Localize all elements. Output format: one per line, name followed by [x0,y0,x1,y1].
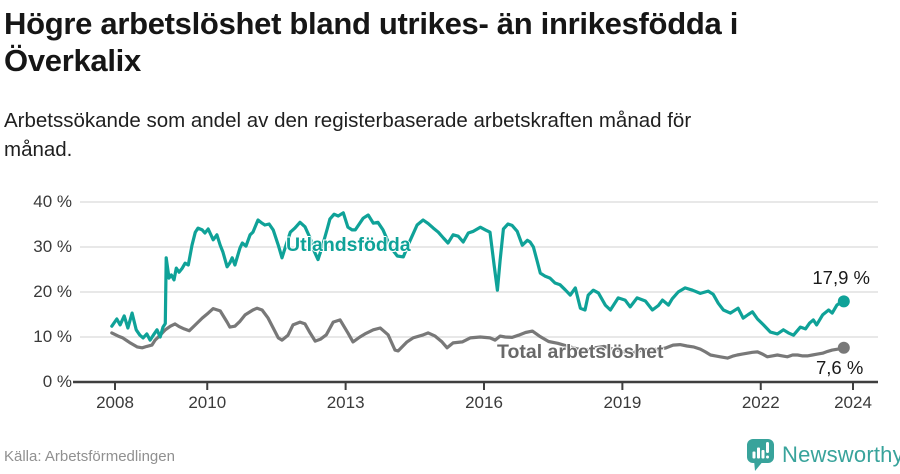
source-attribution: Källa: Arbetsförmedlingen [4,448,175,465]
newsworthy-wordmark: Newsworthy [782,442,900,467]
x-axis-tick-label: 2022 [741,393,780,412]
series-line [110,306,846,360]
subtitle-line-1: Arbetssökande som andel av den registerb… [4,109,692,132]
subtitle-line-2: månad. [4,138,73,161]
y-axis-tick-label: 30 % [33,237,72,256]
newsworthy-logo: Newsworthy [745,438,900,472]
y-axis-tick-label: 10 % [33,327,72,346]
series-label-total-arbetsloshet: Total arbetslöshet [497,341,664,363]
title-line-1: Högre arbetslöshet bland utrikes- än inr… [4,6,739,41]
y-axis-tick-label: 40 % [33,192,72,211]
series-end-dot [837,295,850,308]
x-axis-tick-label: 2016 [465,393,503,412]
title-line-2: Överkalix [4,43,141,78]
series-line [110,211,846,342]
x-axis-tick-label: 2008 [96,393,134,412]
x-axis-tick-label: 2024 [834,393,872,412]
series-end-dot [837,341,850,354]
end-value-label-total: 7,6 % [816,357,864,378]
end-value-label-utlandsfodda: 17,9 % [812,267,870,288]
x-axis-tick-label: 2013 [326,393,365,412]
x-axis-tick-label: 2010 [188,393,227,412]
series-label-utlandsfodda: Utlandsfödda [286,234,411,256]
y-axis-tick-label: 0 % [42,372,72,391]
newsworthy-bubble-chart-icon [747,439,774,471]
x-axis-tick-label: 2019 [603,393,642,412]
chart-subtitle: Arbetssökande som andel av den registerb… [4,106,884,164]
page-title: Högre arbetslöshet bland utrikes- än inr… [4,5,890,79]
y-axis-tick-label: 20 % [33,282,72,301]
